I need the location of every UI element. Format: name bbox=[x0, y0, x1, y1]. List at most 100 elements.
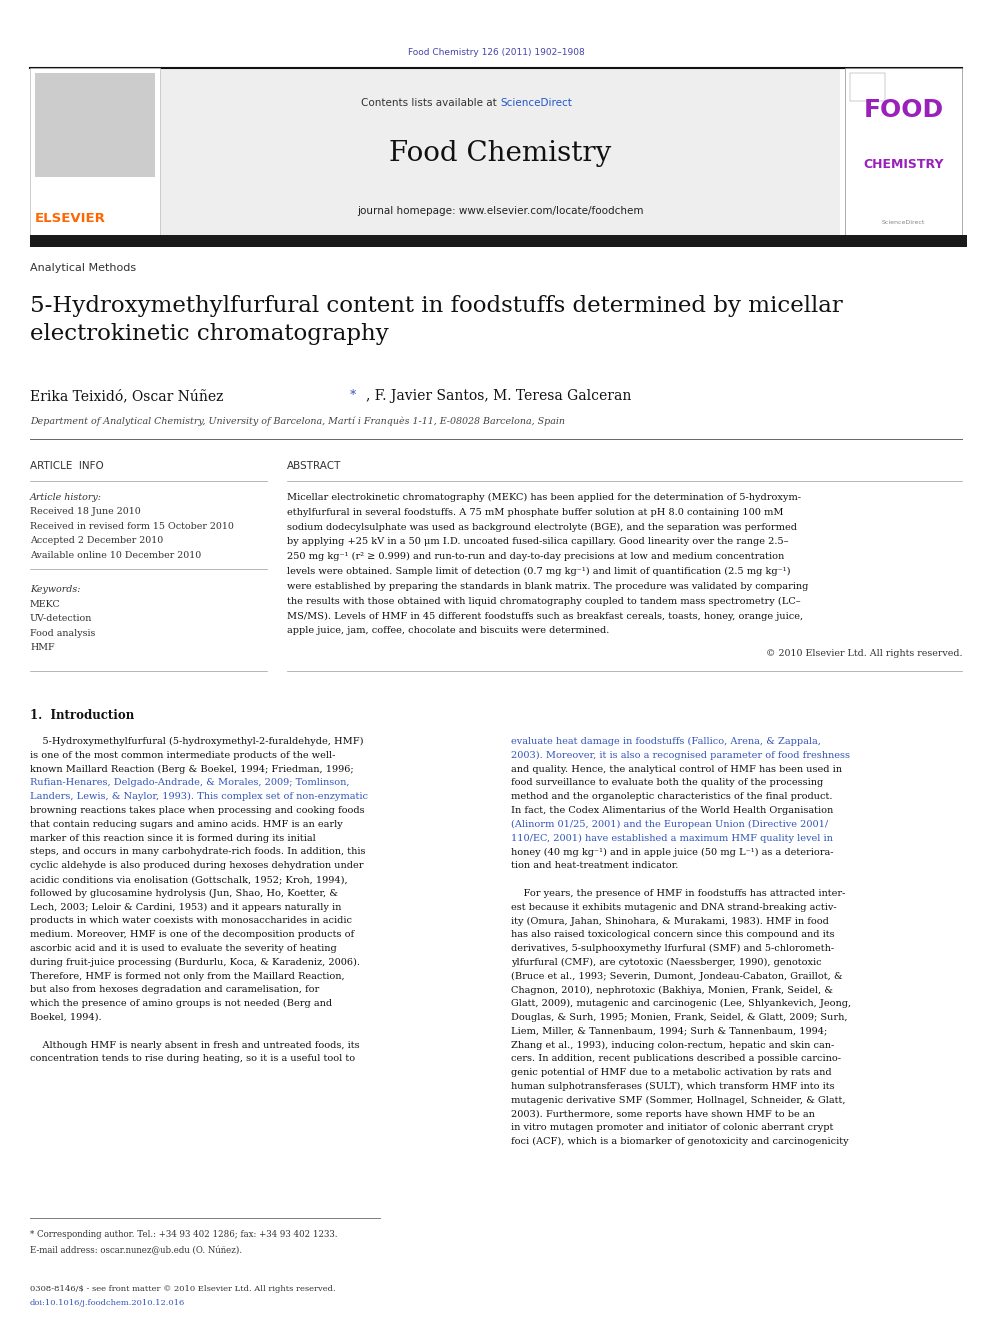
Text: UV-detection: UV-detection bbox=[30, 614, 92, 623]
Text: by applying +25 kV in a 50 μm I.D. uncoated fused-silica capillary. Good lineari: by applying +25 kV in a 50 μm I.D. uncoa… bbox=[287, 537, 789, 546]
Text: food surveillance to evaluate both the quality of the processing: food surveillance to evaluate both the q… bbox=[511, 778, 823, 787]
Text: browning reactions takes place when processing and cooking foods: browning reactions takes place when proc… bbox=[30, 806, 365, 815]
Text: ELSEVIER: ELSEVIER bbox=[35, 212, 106, 225]
Text: Food Chemistry: Food Chemistry bbox=[389, 140, 611, 167]
Text: ARTICLE  INFO: ARTICLE INFO bbox=[30, 460, 104, 471]
Text: Liem, Miller, & Tannenbaum, 1994; Surh & Tannenbaum, 1994;: Liem, Miller, & Tannenbaum, 1994; Surh &… bbox=[511, 1027, 827, 1036]
Text: CHEMISTRY: CHEMISTRY bbox=[863, 157, 943, 171]
Text: cyclic aldehyde is also produced during hexoses dehydration under: cyclic aldehyde is also produced during … bbox=[30, 861, 363, 871]
Text: products in which water coexists with monosaccharides in acidic: products in which water coexists with mo… bbox=[30, 917, 352, 925]
Text: 5-Hydroxymethylfurfural content in foodstuffs determined by micellar
electrokine: 5-Hydroxymethylfurfural content in foods… bbox=[30, 295, 843, 345]
Text: Received 18 June 2010: Received 18 June 2010 bbox=[30, 508, 141, 516]
Text: derivatives, 5-sulphooxymethy lfurfural (SMF) and 5-chlorometh-: derivatives, 5-sulphooxymethy lfurfural … bbox=[511, 945, 834, 953]
Text: ethylfurfural in several foodstuffs. A 75 mM phosphate buffer solution at pH 8.0: ethylfurfural in several foodstuffs. A 7… bbox=[287, 508, 784, 517]
Text: Zhang et al., 1993), inducing colon-rectum, hepatic and skin can-: Zhang et al., 1993), inducing colon-rect… bbox=[511, 1041, 834, 1049]
Text: and quality. Hence, the analytical control of HMF has been used in: and quality. Hence, the analytical contr… bbox=[511, 765, 842, 774]
Text: is one of the most common intermediate products of the well-: is one of the most common intermediate p… bbox=[30, 750, 335, 759]
Text: © 2010 Elsevier Ltd. All rights reserved.: © 2010 Elsevier Ltd. All rights reserved… bbox=[766, 650, 962, 658]
Text: 1.  Introduction: 1. Introduction bbox=[30, 709, 134, 722]
Text: in vitro mutagen promoter and initiator of colonic aberrant crypt: in vitro mutagen promoter and initiator … bbox=[511, 1123, 833, 1132]
Text: ScienceDirect: ScienceDirect bbox=[500, 98, 571, 108]
Text: 0308-8146/$ - see front matter © 2010 Elsevier Ltd. All rights reserved.: 0308-8146/$ - see front matter © 2010 El… bbox=[30, 1285, 335, 1293]
Bar bbox=[845, 67, 962, 235]
Text: *: * bbox=[350, 389, 356, 402]
Text: Department of Analytical Chemistry, University of Barcelona, Martí i Franquès 1-: Department of Analytical Chemistry, Univ… bbox=[30, 417, 565, 426]
Text: MS/MS). Levels of HMF in 45 different foodstuffs such as breakfast cereals, toas: MS/MS). Levels of HMF in 45 different fo… bbox=[287, 611, 804, 620]
Text: mutagenic derivative SMF (Sommer, Hollnagel, Schneider, & Glatt,: mutagenic derivative SMF (Sommer, Hollna… bbox=[511, 1095, 845, 1105]
Bar bbox=[30, 235, 967, 247]
Text: Landers, Lewis, & Naylor, 1993). This complex set of non-enzymatic: Landers, Lewis, & Naylor, 1993). This co… bbox=[30, 792, 368, 802]
Text: 110/EC, 2001) have established a maximum HMF quality level in: 110/EC, 2001) have established a maximum… bbox=[511, 833, 833, 843]
Text: Lech, 2003; Leloir & Cardini, 1953) and it appears naturally in: Lech, 2003; Leloir & Cardini, 1953) and … bbox=[30, 902, 341, 912]
Text: but also from hexoses degradation and caramelisation, for: but also from hexoses degradation and ca… bbox=[30, 986, 319, 995]
Text: journal homepage: www.elsevier.com/locate/foodchem: journal homepage: www.elsevier.com/locat… bbox=[357, 206, 643, 216]
Text: Boekel, 1994).: Boekel, 1994). bbox=[30, 1013, 101, 1021]
Text: ylfurfural (CMF), are cytotoxic (Naessberger, 1990), genotoxic: ylfurfural (CMF), are cytotoxic (Naessbe… bbox=[511, 958, 821, 967]
Text: Contents lists available at: Contents lists available at bbox=[361, 98, 500, 108]
Text: In fact, the Codex Alimentarius of the World Health Organisation: In fact, the Codex Alimentarius of the W… bbox=[511, 806, 833, 815]
Text: Rufian-Henares, Delgado-Andrade, & Morales, 2009; Tomlinson,: Rufian-Henares, Delgado-Andrade, & Moral… bbox=[30, 778, 349, 787]
Text: that contain reducing sugars and amino acids. HMF is an early: that contain reducing sugars and amino a… bbox=[30, 820, 343, 828]
Text: human sulphotransferases (SULT), which transform HMF into its: human sulphotransferases (SULT), which t… bbox=[511, 1082, 834, 1091]
Text: Erika Teixidó, Oscar Núñez: Erika Teixidó, Oscar Núñez bbox=[30, 389, 228, 404]
Text: genic potential of HMF due to a metabolic activation by rats and: genic potential of HMF due to a metaboli… bbox=[511, 1068, 831, 1077]
Text: foci (ACF), which is a biomarker of genotoxicity and carcinogenicity: foci (ACF), which is a biomarker of geno… bbox=[511, 1138, 848, 1146]
Text: Accepted 2 December 2010: Accepted 2 December 2010 bbox=[30, 537, 164, 545]
Text: tion and heat-treatment indicator.: tion and heat-treatment indicator. bbox=[511, 861, 679, 871]
Text: the results with those obtained with liquid chromatography coupled to tandem mas: the results with those obtained with liq… bbox=[287, 597, 801, 606]
Text: Keywords:: Keywords: bbox=[30, 586, 80, 594]
Text: honey (40 mg kg⁻¹) and in apple juice (50 mg L⁻¹) as a deteriora-: honey (40 mg kg⁻¹) and in apple juice (5… bbox=[511, 848, 833, 856]
Text: which the presence of amino groups is not needed (Berg and: which the presence of amino groups is no… bbox=[30, 999, 332, 1008]
Text: Micellar electrokinetic chromatography (MEKC) has been applied for the determina: Micellar electrokinetic chromatography (… bbox=[287, 493, 801, 503]
Text: Chagnon, 2010), nephrotoxic (Bakhiya, Monien, Frank, Seidel, &: Chagnon, 2010), nephrotoxic (Bakhiya, Mo… bbox=[511, 986, 833, 995]
Text: marker of this reaction since it is formed during its initial: marker of this reaction since it is form… bbox=[30, 833, 315, 843]
Bar bbox=[160, 67, 840, 235]
Text: Analytical Methods: Analytical Methods bbox=[30, 263, 136, 273]
Text: E-mail address: oscar.nunez@ub.edu (O. Núñez).: E-mail address: oscar.nunez@ub.edu (O. N… bbox=[30, 1246, 242, 1256]
Bar bbox=[35, 73, 155, 176]
Text: ScienceDirect: ScienceDirect bbox=[882, 220, 926, 225]
Text: (Bruce et al., 1993; Severin, Dumont, Jondeau-Cabaton, Graillot, &: (Bruce et al., 1993; Severin, Dumont, Jo… bbox=[511, 971, 842, 980]
Text: 5-Hydroxymethylfurfural (5-hydroxymethyl-2-furaldehyde, HMF): 5-Hydroxymethylfurfural (5-hydroxymethyl… bbox=[30, 737, 363, 746]
Text: 250 mg kg⁻¹ (r² ≥ 0.999) and run-to-run and day-to-day precisions at low and med: 250 mg kg⁻¹ (r² ≥ 0.999) and run-to-run … bbox=[287, 552, 785, 561]
Text: cers. In addition, recent publications described a possible carcino-: cers. In addition, recent publications d… bbox=[511, 1054, 841, 1064]
Text: Food analysis: Food analysis bbox=[30, 628, 95, 638]
Text: * Corresponding author. Tel.: +34 93 402 1286; fax: +34 93 402 1233.: * Corresponding author. Tel.: +34 93 402… bbox=[30, 1230, 337, 1240]
Text: (Alinorm 01/25, 2001) and the European Union (Directive 2001/: (Alinorm 01/25, 2001) and the European U… bbox=[511, 820, 828, 830]
Text: est because it exhibits mutagenic and DNA strand-breaking activ-: est because it exhibits mutagenic and DN… bbox=[511, 902, 836, 912]
Text: HMF: HMF bbox=[30, 643, 55, 652]
Text: Available online 10 December 2010: Available online 10 December 2010 bbox=[30, 550, 201, 560]
Text: Received in revised form 15 October 2010: Received in revised form 15 October 2010 bbox=[30, 523, 234, 531]
Bar bbox=[30, 67, 160, 235]
Bar bbox=[850, 73, 885, 101]
Text: 2003). Moreover, it is also a recognised parameter of food freshness: 2003). Moreover, it is also a recognised… bbox=[511, 750, 850, 759]
Text: medium. Moreover, HMF is one of the decomposition products of: medium. Moreover, HMF is one of the deco… bbox=[30, 930, 354, 939]
Text: Douglas, & Surh, 1995; Monien, Frank, Seidel, & Glatt, 2009; Surh,: Douglas, & Surh, 1995; Monien, Frank, Se… bbox=[511, 1013, 847, 1021]
Text: steps, and occurs in many carbohydrate-rich foods. In addition, this: steps, and occurs in many carbohydrate-r… bbox=[30, 848, 365, 856]
Text: acidic conditions via enolisation (Gottschalk, 1952; Kroh, 1994),: acidic conditions via enolisation (Gotts… bbox=[30, 875, 347, 884]
Text: were established by preparing the standards in blank matrix. The procedure was v: were established by preparing the standa… bbox=[287, 582, 808, 591]
Text: levels were obtained. Sample limit of detection (0.7 mg kg⁻¹) and limit of quant: levels were obtained. Sample limit of de… bbox=[287, 568, 791, 576]
Text: apple juice, jam, coffee, chocolate and biscuits were determined.: apple juice, jam, coffee, chocolate and … bbox=[287, 626, 609, 635]
Text: ascorbic acid and it is used to evaluate the severity of heating: ascorbic acid and it is used to evaluate… bbox=[30, 945, 336, 953]
Text: FOOD: FOOD bbox=[863, 98, 943, 122]
Text: known Maillard Reaction (Berg & Boekel, 1994; Friedman, 1996;: known Maillard Reaction (Berg & Boekel, … bbox=[30, 765, 353, 774]
Text: For years, the presence of HMF in foodstuffs has attracted inter-: For years, the presence of HMF in foodst… bbox=[511, 889, 845, 898]
Text: doi:10.1016/j.foodchem.2010.12.016: doi:10.1016/j.foodchem.2010.12.016 bbox=[30, 1299, 186, 1307]
Text: sodium dodecylsulphate was used as background electrolyte (BGE), and the separat: sodium dodecylsulphate was used as backg… bbox=[287, 523, 797, 532]
Text: concentration tends to rise during heating, so it is a useful tool to: concentration tends to rise during heati… bbox=[30, 1054, 355, 1064]
Text: 2003). Furthermore, some reports have shown HMF to be an: 2003). Furthermore, some reports have sh… bbox=[511, 1110, 814, 1119]
Text: Article history:: Article history: bbox=[30, 493, 102, 501]
Text: Food Chemistry 126 (2011) 1902–1908: Food Chemistry 126 (2011) 1902–1908 bbox=[408, 48, 584, 57]
Text: Therefore, HMF is formed not only from the Maillard Reaction,: Therefore, HMF is formed not only from t… bbox=[30, 971, 344, 980]
Text: method and the organoleptic characteristics of the final product.: method and the organoleptic characterist… bbox=[511, 792, 832, 802]
Text: evaluate heat damage in foodstuffs (Fallico, Arena, & Zappala,: evaluate heat damage in foodstuffs (Fall… bbox=[511, 737, 820, 746]
Text: ity (Omura, Jahan, Shinohara, & Murakami, 1983). HMF in food: ity (Omura, Jahan, Shinohara, & Murakami… bbox=[511, 917, 829, 926]
Text: during fruit-juice processing (Burdurlu, Koca, & Karadeniz, 2006).: during fruit-juice processing (Burdurlu,… bbox=[30, 958, 360, 967]
Text: MEKC: MEKC bbox=[30, 601, 61, 609]
Text: ABSTRACT: ABSTRACT bbox=[287, 460, 341, 471]
Text: has also raised toxicological concern since this compound and its: has also raised toxicological concern si… bbox=[511, 930, 834, 939]
Text: , F. Javier Santos, M. Teresa Galceran: , F. Javier Santos, M. Teresa Galceran bbox=[366, 389, 631, 404]
Text: Glatt, 2009), mutagenic and carcinogenic (Lee, Shlyankevich, Jeong,: Glatt, 2009), mutagenic and carcinogenic… bbox=[511, 999, 851, 1008]
Text: Although HMF is nearly absent in fresh and untreated foods, its: Although HMF is nearly absent in fresh a… bbox=[30, 1041, 360, 1049]
